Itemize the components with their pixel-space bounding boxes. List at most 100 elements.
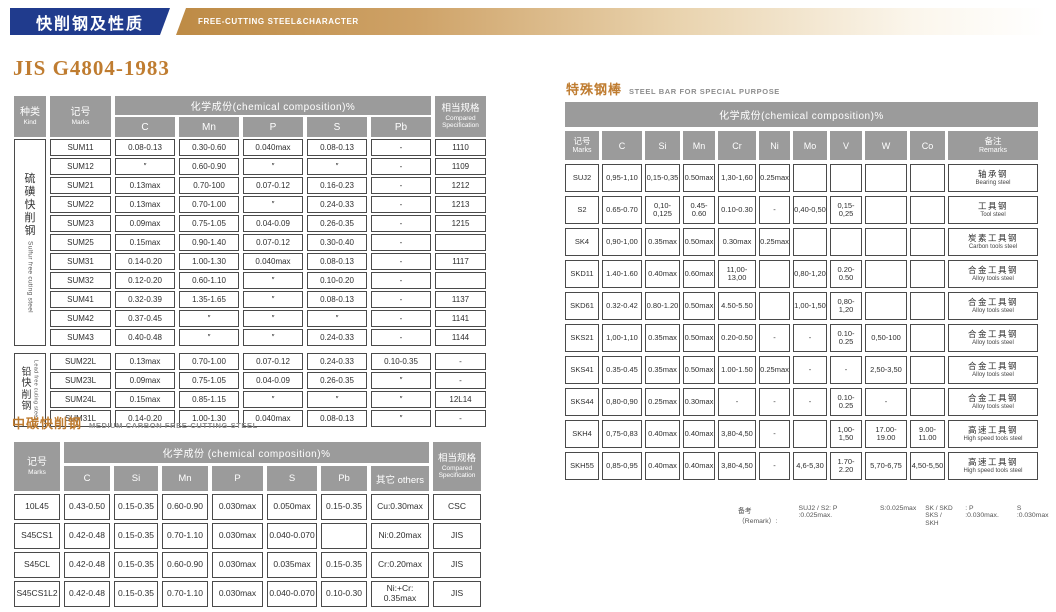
element-header: P — [212, 466, 263, 491]
mark-cell: SUM32 — [50, 272, 111, 289]
table-row: SK4 0,90-1,00 0.35max 0.50max 0.30max 0.25max… — [565, 228, 1038, 256]
value-cell: 0.10-0.25 — [830, 324, 862, 352]
value-cell: ″ — [243, 391, 303, 408]
mark-cell: SUM22 — [50, 196, 111, 213]
remarks-header-cn: 备注 — [984, 136, 1002, 147]
value-cell — [865, 228, 907, 256]
value-cell: 0.030max — [212, 581, 263, 607]
kind-label: 铅快削钢 Lead free cuting steel — [15, 360, 45, 419]
value-cell: 1,00-1,50 — [793, 292, 827, 320]
element-header: W — [865, 131, 907, 160]
table-row: SUM41 0.32-0.39 1.35-1.65 ″ 0.08-0.13-1137 — [14, 291, 486, 308]
value-cell: 0.15-0.35 — [114, 581, 158, 607]
value-cell: 1.40-1.60 — [602, 260, 642, 288]
medium-title-en: MEDIUM CARBON FREE-CUTTING STEEL — [89, 421, 258, 430]
mark-cell: SKS44 — [565, 388, 599, 416]
mark-cell: SK4 — [565, 228, 599, 256]
table-row: SKS44 0,80-0,90 0.25max 0.30max - - -0.10-0.25… — [565, 388, 1038, 416]
value-cell: 0.60-0.90 — [162, 552, 208, 578]
table-row: SUM24L 0.15max 0.85-1.15 ″ ″ ″ 12L14 — [14, 391, 486, 408]
element-header: C — [115, 117, 175, 137]
spec-cell: JIS — [433, 581, 481, 607]
spec-cell: JIS — [433, 552, 481, 578]
mark-cell: SUM11 — [50, 139, 111, 156]
spec-header-en2: Specification — [438, 472, 476, 480]
special-header-row-1: 化学成份(chemical composition)% — [565, 102, 1038, 127]
element-header: P — [243, 117, 303, 137]
value-cell: 1.70-2.20 — [830, 452, 862, 480]
table-row: SKD11 1.40-1.60 0.40max 0.60max 11,00-13,00 0… — [565, 260, 1038, 288]
table-row: 10L45 0.43-0.50 0.15-0.35 0.60-0.90 0.030max… — [14, 494, 481, 520]
spec-header-cn: 相当规格 — [437, 453, 476, 465]
remark-en: High speed tools steel — [963, 435, 1023, 442]
value-cell: 0.75-1.05 — [179, 372, 239, 389]
value-cell: 4,6-5,30 — [793, 452, 827, 480]
value-cell — [793, 420, 827, 448]
value-cell: 0.15-0.35 — [114, 552, 158, 578]
value-cell: 17.00-19.00 — [865, 420, 907, 448]
remark-cn: 合金工具钢 — [967, 296, 1018, 307]
value-cell: - — [371, 177, 431, 194]
value-cell — [910, 356, 945, 384]
value-cell: ″ — [371, 410, 431, 427]
kind-label-cn: 铅快削钢 — [22, 367, 32, 413]
banner-title-box: 快削钢及性质 — [10, 8, 170, 35]
value-cell: 0.50max — [683, 292, 715, 320]
composition-header: 化学成份 (chemical composition)% — [64, 442, 429, 463]
value-cell: ″ — [179, 310, 239, 327]
kind-char: 磺 — [24, 185, 36, 198]
remark-en: Alloy tools steel — [972, 339, 1014, 346]
value-cell: 0.25max — [645, 388, 680, 416]
value-cell: 0.50max — [683, 228, 715, 256]
value-cell: Cu:0.30max — [371, 494, 429, 520]
element-header: C — [64, 466, 110, 491]
value-cell: 0.15max — [115, 391, 175, 408]
value-cell: ″ — [243, 196, 303, 213]
value-cell: ″ — [115, 158, 175, 175]
table-row: SUM43 0.40-0.48 ″ ″ 0.24-0.33-1144 — [14, 329, 486, 346]
value-cell: 0.40-0.48 — [115, 329, 175, 346]
kind-char: 钢 — [24, 225, 36, 238]
special-remarks-header: 备注 Remarks — [948, 131, 1038, 160]
kind-char: 快 — [21, 378, 32, 390]
table-row: S45CS1 0.42-0.48 0.15-0.35 0.70-1.10 0.030ma… — [14, 523, 481, 549]
kind-label-en: Lead free cuting steel — [32, 360, 39, 420]
spec-cell: JIS — [433, 523, 481, 549]
medium-table-body: 10L45 0.43-0.50 0.15-0.35 0.60-0.90 0.030max… — [14, 494, 481, 607]
value-cell: 0.13max — [115, 177, 175, 194]
value-cell: 0.42-0.48 — [64, 581, 110, 607]
mark-cell: SUJ2 — [565, 164, 599, 192]
kind-label: 硫磺快削钢 Sulfur free cuting steel — [15, 173, 45, 313]
table-row: SKD61 0.32-0.42 0.80-1.20 0.50max 4.50-5.50 1… — [565, 292, 1038, 320]
value-cell: ″ — [307, 310, 367, 327]
value-cell: 1,30-1,60 — [718, 164, 756, 192]
spec-cell — [435, 272, 486, 289]
remark-cn: 炭素工具钢 — [967, 232, 1018, 243]
value-cell: 0,85-0,95 — [602, 452, 642, 480]
value-cell — [910, 228, 945, 256]
value-cell — [865, 164, 907, 192]
value-cell: ″ — [371, 372, 431, 389]
value-cell: 0.26-0.35 — [307, 215, 367, 232]
value-cell: - — [759, 420, 790, 448]
value-cell: ″ — [179, 329, 239, 346]
value-cell: - — [371, 291, 431, 308]
spec-cell: CSC — [433, 494, 481, 520]
value-cell: 1,00-1,10 — [602, 324, 642, 352]
composition-header: 化学成份(chemical composition)% — [115, 96, 431, 115]
kind-column-header: 种类 Kind — [14, 96, 46, 137]
value-cell: 0.37-0.45 — [115, 310, 175, 327]
mark-cell: SUM24L — [50, 391, 111, 408]
remark-cell: 工具钢 Tool steel — [948, 196, 1038, 224]
value-cell: 0,80-1,20 — [830, 292, 862, 320]
value-cell: - — [793, 324, 827, 352]
mark-cell: SKD11 — [565, 260, 599, 288]
value-cell: - — [371, 158, 431, 175]
value-cell: - — [865, 388, 907, 416]
group-gap — [14, 348, 486, 351]
value-cell: 0.14-0.20 — [115, 410, 175, 427]
remark-cell: 高速工具钢 High speed tools steel — [948, 420, 1038, 448]
value-cell: 0.70-1.00 — [179, 196, 239, 213]
value-cell: 0.80-1.20 — [645, 292, 680, 320]
spec-cell: 12L14 — [435, 391, 486, 408]
